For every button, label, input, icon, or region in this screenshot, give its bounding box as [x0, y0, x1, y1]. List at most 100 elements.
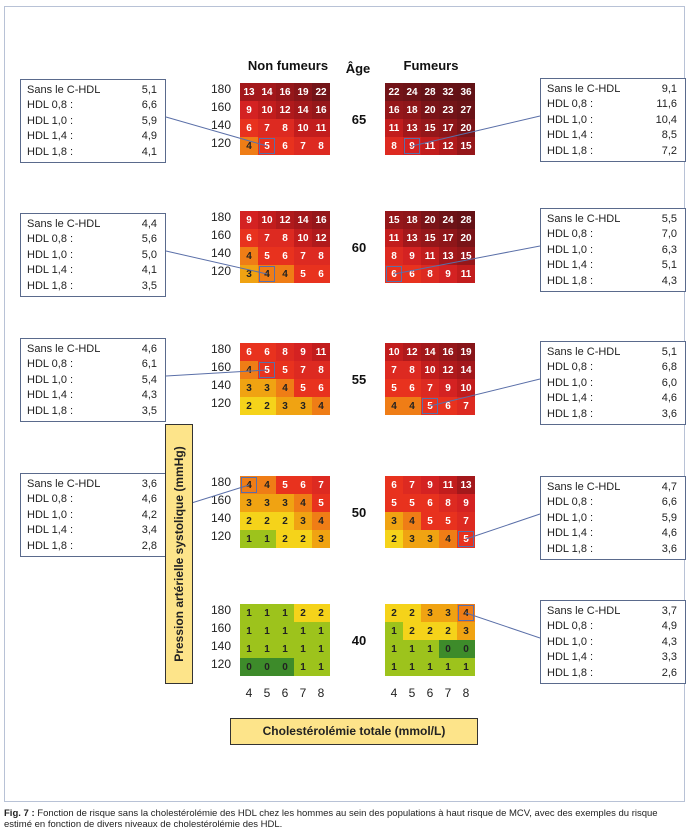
hdl-row-label: HDL 1,4 :	[27, 130, 74, 143]
heatmap-cell: 1	[240, 530, 258, 548]
hdl-row-label: HDL 1,4 :	[27, 389, 74, 402]
hdl-row-value: 5,9	[661, 511, 677, 524]
heatmap-cell: 0	[457, 640, 475, 658]
heatmap-cell: 0	[439, 640, 457, 658]
chol-tick-label: 5	[408, 686, 416, 700]
heatmap-cell: 1	[258, 530, 276, 548]
heatmap-cell: 3	[240, 379, 258, 397]
hdl-row-label: Sans le C-HDL	[547, 605, 621, 617]
heatmap-cell: 5	[258, 137, 276, 155]
heatmap-cell: 1	[276, 640, 294, 658]
heatmap-cell: 13	[439, 247, 457, 265]
heatmap-cell: 11	[421, 247, 439, 265]
heatmap-cell: 8	[385, 137, 403, 155]
hdl-row: HDL 1,8 : 2,8	[27, 539, 161, 554]
hdl-row-value: 6,6	[141, 99, 157, 112]
heatmap-cell: 10	[294, 229, 312, 247]
hdl-row-label: HDL 1,4 :	[27, 524, 74, 537]
hdl-row-label: HDL 0,8 :	[27, 493, 74, 506]
sbp-tick-label: 140	[210, 246, 231, 260]
heatmap-cell: 11	[385, 229, 403, 247]
heatmap-cell: 4	[294, 494, 312, 512]
heatmap-cell: 5	[258, 247, 276, 265]
heatmap-cell: 2	[385, 604, 403, 622]
hdl-row-label: HDL 1,0 :	[547, 113, 594, 126]
hdl-row: HDL 1,8 : 2,6	[547, 666, 681, 681]
heatmap-grid-nonsmokers-55: 6 6 8 9 11 4 5 5 7 8 3 3 4 5 6 2 2 3 3 4	[240, 343, 330, 415]
hdl-row-value: 4,6	[661, 392, 677, 405]
heatmap-cell: 10	[294, 119, 312, 137]
hdl-row-value: 2,8	[141, 539, 157, 552]
hdl-row-label: HDL 1,0 :	[547, 243, 594, 256]
heatmap-cell: 5	[439, 512, 457, 530]
heatmap-cell: 16	[439, 343, 457, 361]
heatmap-cell: 1	[312, 640, 330, 658]
hdl-row: Sans le C-HDL 4,7	[547, 480, 681, 495]
sbp-tick-label: 160	[210, 493, 231, 507]
heatmap-cell: 11	[421, 137, 439, 155]
hdl-example-box-right-65: Sans le C-HDL 9,1 HDL 0,8 : 11,6 HDL 1,0 : 10…	[540, 78, 686, 163]
heatmap-cell: 13	[403, 119, 421, 137]
sbp-tick-labels: 180 160 140 120	[201, 340, 231, 412]
hdl-row-value: 6,8	[661, 361, 677, 374]
sbp-tick-label: 180	[210, 210, 231, 224]
hdl-row-value: 4,1	[141, 145, 157, 158]
hdl-row-value: 11,6	[656, 98, 677, 111]
hdl-row: HDL 1,4 : 4,6	[547, 391, 681, 406]
hdl-row-label: Sans le C-HDL	[27, 84, 101, 96]
heatmap-cell: 7	[385, 361, 403, 379]
hdl-row: HDL 1,8 : 3,5	[27, 279, 161, 294]
heatmap-cell: 10	[258, 211, 276, 229]
heatmap-grid-smokers-55: 10 12 14 16 19 7 8 10 12 14 5 6 7 9 10 4 4 5 6 7	[385, 343, 475, 415]
heatmap-cell: 14	[421, 343, 439, 361]
heatmap-cell: 6	[403, 265, 421, 283]
hdl-row-value: 4,6	[661, 527, 677, 540]
hdl-example-box-left-60: Sans le C-HDL 4,4 HDL 0,8 : 5,6 HDL 1,0 : 5,0…	[20, 213, 166, 298]
heatmap-cell: 2	[240, 512, 258, 530]
hdl-row-label: HDL 1,8 :	[547, 274, 594, 287]
hdl-row: HDL 0,8 : 6,8	[547, 360, 681, 375]
hdl-row-value: 10,4	[655, 113, 677, 126]
hdl-row: HDL 0,8 : 6,1	[27, 357, 161, 372]
heatmap-cell: 10	[385, 343, 403, 361]
heatmap-cell: 1	[312, 622, 330, 640]
hdl-row: HDL 1,8 : 3,6	[547, 407, 681, 422]
heatmap-cell: 23	[439, 101, 457, 119]
heatmap-cell: 6	[403, 379, 421, 397]
sbp-tick-labels: 180 160 140 120	[201, 601, 231, 673]
hdl-row: HDL 1,0 : 5,9	[547, 511, 681, 526]
heatmap-cell: 18	[403, 101, 421, 119]
hdl-row-value: 3,6	[141, 478, 157, 490]
heatmap-cell: 15	[457, 137, 475, 155]
hdl-row: HDL 1,4 : 3,3	[547, 650, 681, 665]
chol-tick-label: 5	[263, 686, 271, 700]
hdl-row: HDL 1,4 : 8,5	[547, 128, 681, 143]
hdl-row-label: Sans le C-HDL	[547, 346, 621, 358]
heatmap-cell: 14	[258, 83, 276, 101]
hdl-row-value: 3,6	[661, 542, 677, 555]
heatmap-grid-smokers-65: 22 24 28 32 36 16 18 20 23 27 11 13 15 17 20 8 9 11 12 15	[385, 83, 475, 155]
sbp-tick-label: 160	[210, 621, 231, 635]
hdl-row: HDL 1,4 : 5,1	[547, 258, 681, 273]
sbp-tick-label: 120	[210, 657, 231, 671]
heatmap-cell: 6	[240, 343, 258, 361]
hdl-row-label: HDL 1,8 :	[27, 404, 74, 417]
hdl-row: HDL 1,4 : 3,4	[27, 523, 161, 538]
heatmap-cell: 3	[439, 604, 457, 622]
heatmap-cell: 7	[403, 476, 421, 494]
hdl-row-label: HDL 1,0 :	[27, 373, 74, 386]
heatmap-cell: 7	[312, 476, 330, 494]
heatmap-cell: 2	[439, 622, 457, 640]
sbp-tick-labels: 180 160 140 120	[201, 80, 231, 152]
heatmap-cell: 8	[403, 361, 421, 379]
heatmap-grid-nonsmokers-65: 13 14 16 19 22 9 10 12 14 16 6 7 8 10 11 4 5 6 7 8	[240, 83, 330, 155]
hdl-row-label: HDL 1,8 :	[547, 407, 594, 420]
chol-tick-label: 7	[444, 686, 452, 700]
heatmap-cell: 19	[294, 83, 312, 101]
hdl-row-label: HDL 0,8 :	[27, 358, 74, 371]
heatmap-cell: 20	[421, 211, 439, 229]
heatmap-cell: 3	[403, 530, 421, 548]
hdl-row: Sans le C-HDL 4,6	[27, 342, 161, 357]
heatmap-cell: 6	[294, 476, 312, 494]
